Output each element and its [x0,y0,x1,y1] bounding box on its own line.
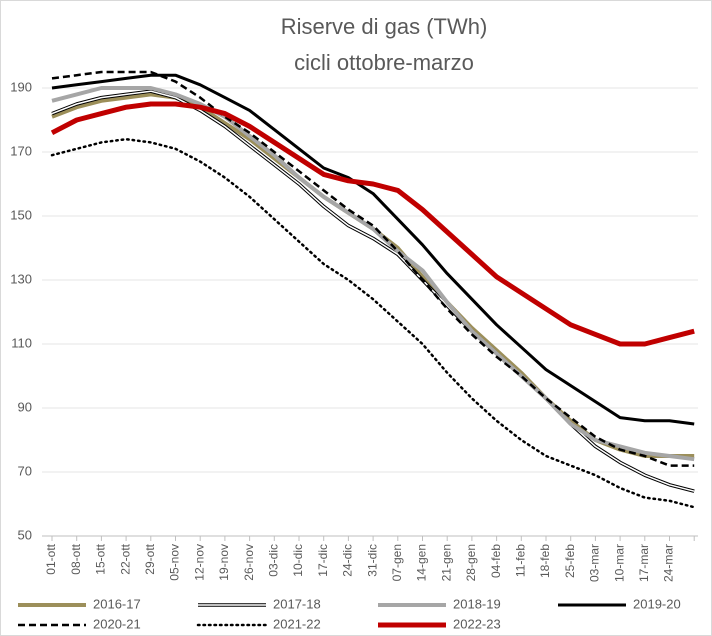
x-tick-label: 17-mar [637,544,651,582]
y-tick-label: 130 [10,271,32,286]
y-tick-label: 110 [11,335,32,350]
y-tick-label: 90 [18,399,32,414]
x-tick-label: 28-gen [464,544,478,581]
x-tick-label: 01-ott [44,543,58,574]
x-tick-label: 24-dic [341,544,355,577]
x-tick-label: 29-ott [143,543,157,574]
x-tick-label: 07-gen [390,544,404,581]
x-tick-label: 17-dic [316,544,330,577]
legend-label: 2019-20 [633,596,681,611]
y-tick-label: 70 [18,463,32,478]
x-tick-label: 24-mar [662,544,676,582]
x-tick-label: 03-dic [266,544,280,577]
x-tick-label: 15-ott [94,543,108,574]
legend-label: 2018-19 [453,596,501,611]
x-tick-label: 14-gen [415,544,429,581]
series-line [51,73,695,426]
x-tick-label: 04-feb [489,544,503,578]
chart-title: Riserve di gas (TWh) [281,14,488,39]
chart-subtitle: cicli ottobre-marzo [294,50,474,75]
series-line [51,86,695,462]
legend-label: 2021-22 [273,616,321,631]
series-line [51,90,695,492]
x-tick-label: 21-gen [439,544,453,581]
y-tick-label: 170 [10,143,32,158]
x-tick-label: 10-dic [291,544,305,577]
x-tick-label: 03-mar [588,544,602,582]
legend-label: 2017-18 [273,596,321,611]
x-tick-label: 19-nov [217,544,231,581]
y-tick-label: 190 [10,79,32,94]
legend-label: 2022-23 [453,616,501,631]
y-tick-label: 150 [10,207,32,222]
x-tick-label: 18-feb [538,544,552,578]
x-tick-label: 11-feb [513,544,527,577]
x-tick-label: 31-dic [365,544,379,577]
x-tick-label: 08-ott [69,543,83,574]
x-tick-label: 25-feb [563,544,577,578]
x-tick-label: 26-nov [242,544,256,581]
series-line [50,137,696,509]
legend-label: 2016-17 [93,596,141,611]
legend-label: 2020-21 [93,616,141,631]
x-tick-label: 05-nov [168,544,182,581]
y-tick-label: 50 [18,527,32,542]
x-tick-label: 22-ott [118,543,132,574]
x-tick-label: 10-mar [612,544,626,582]
x-tick-label: 12-nov [192,544,206,581]
series-line [50,101,695,347]
